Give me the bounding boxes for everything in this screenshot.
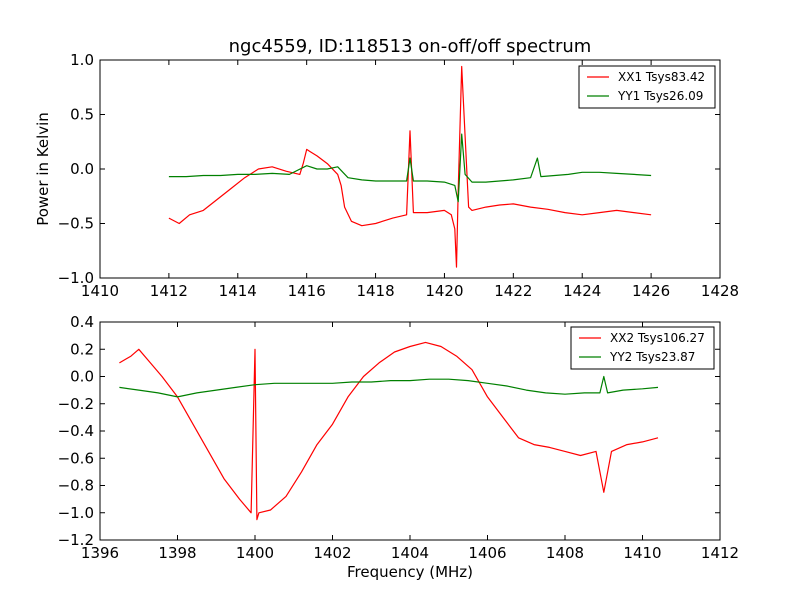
top-y-tick-label: −1.0 — [58, 269, 94, 287]
bottom-x-tick-label: 1406 — [468, 544, 506, 562]
top-x-tick-label: 1420 — [425, 282, 463, 300]
top-y-tick-label: 0.5 — [70, 106, 94, 124]
bottom-x-tick-label: 1396 — [81, 544, 119, 562]
bottom-legend-label-1: XX2 Tsys106.27 — [610, 331, 705, 345]
top-legend-box — [578, 65, 716, 109]
bottom-y-tick-label: −0.2 — [58, 395, 94, 413]
bottom-y-tick-label: 0.0 — [70, 368, 94, 386]
bottom-x-tick-label: 1408 — [546, 544, 584, 562]
top-x-tick-label: 1410 — [81, 282, 119, 300]
top-y-tick-label: 1.0 — [70, 51, 94, 69]
bottom-x-tick-label: 1412 — [701, 544, 739, 562]
top-x-tick-label: 1416 — [288, 282, 326, 300]
top-legend-label-2: YY1 Tsys26.09 — [617, 89, 703, 103]
bottom-x-tick-label: 1400 — [236, 544, 274, 562]
top-legend-label-1: XX1 Tsys83.42 — [618, 70, 705, 84]
bottom-x-tick-label: 1398 — [158, 544, 196, 562]
bottom-x-tick-label: 1402 — [313, 544, 351, 562]
bottom-plot-area: 1396 1398 1400 1402 1404 1406 1408 1410 1412 −1.2… — [58, 313, 740, 562]
bottom-panel: Frequency (MHz) 1396 1398 1400 1402 1404 1406… — [58, 313, 740, 581]
bottom-y-tick-label: −0.8 — [58, 477, 94, 495]
top-x-tick-label: 1422 — [494, 282, 532, 300]
top-panel: ngc4559, ID:118513 on-off/off spectrum P… — [34, 36, 739, 300]
bottom-y-tick-label: 0.4 — [70, 313, 94, 331]
top-x-tick-label: 1418 — [356, 282, 394, 300]
bottom-series-line-2 — [119, 375, 659, 398]
top-x-tick-label: 1426 — [632, 282, 670, 300]
bottom-legend-box — [570, 326, 715, 370]
bottom-y-tick-label: −0.6 — [58, 449, 94, 467]
bottom-x-tick-label: 1404 — [391, 544, 429, 562]
top-y-tick-label: 0.0 — [70, 160, 94, 178]
bottom-y-tick-label: 0.2 — [70, 340, 94, 358]
bottom-x-axis-label: Frequency (MHz) — [347, 563, 473, 581]
top-chart-title: ngc4559, ID:118513 on-off/off spectrum — [229, 36, 592, 57]
top-x-tick-label: 1424 — [563, 282, 601, 300]
top-y-axis-label: Power in Kelvin — [34, 112, 52, 226]
top-plot-area: 1410 1412 1414 1416 1418 1420 1422 1424 1426 1428… — [58, 51, 740, 300]
top-series-line-2 — [168, 133, 652, 203]
bottom-y-tick-label: −1.2 — [58, 531, 94, 549]
bottom-legend-label-2: YY2 Tsys23.87 — [609, 350, 695, 364]
top-series-line-1 — [168, 65, 652, 268]
bottom-y-tick-label: −1.0 — [58, 504, 94, 522]
bottom-y-tick-label: −0.4 — [58, 422, 94, 440]
bottom-legend: XX2 Tsys106.27 YY2 Tsys23.87 — [570, 326, 715, 370]
top-x-tick-label: 1412 — [150, 282, 188, 300]
top-x-tick-label: 1428 — [701, 282, 739, 300]
top-legend: XX1 Tsys83.42 YY1 Tsys26.09 — [578, 65, 716, 109]
top-x-tick-label: 1414 — [219, 282, 257, 300]
bottom-series-line-1 — [119, 341, 659, 521]
bottom-x-tick-label: 1410 — [623, 544, 661, 562]
top-y-tick-label: −0.5 — [58, 215, 94, 233]
